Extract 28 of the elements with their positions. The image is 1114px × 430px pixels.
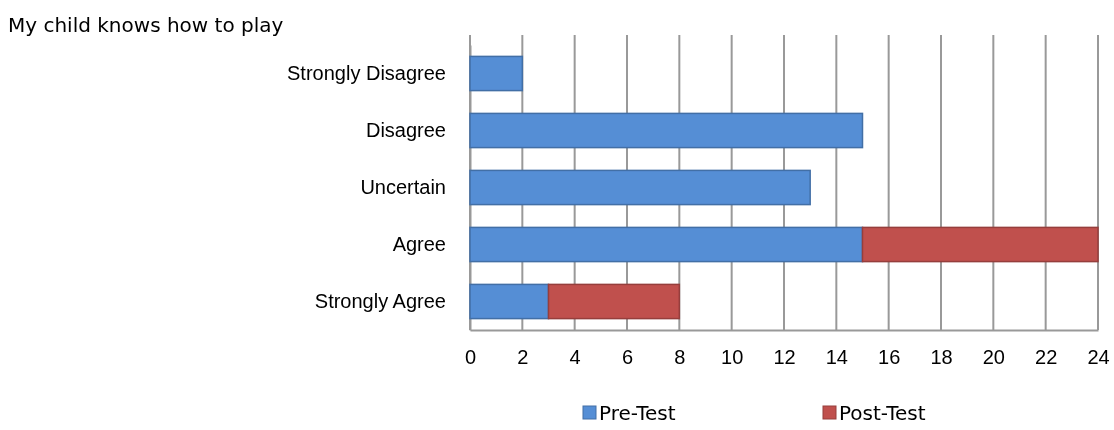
bar <box>469 226 864 263</box>
x-tick-label: 2 <box>517 346 529 369</box>
x-tick-label: 4 <box>569 346 581 369</box>
x-tick-label: 16 <box>878 346 901 369</box>
y-tick-label: Strongly Agree <box>314 289 446 312</box>
x-tick-label: 8 <box>674 346 686 369</box>
text: My child knows how to play <box>8 13 284 37</box>
x-tick-label: 10 <box>721 346 744 369</box>
x-tick-label: 0 <box>464 346 477 369</box>
x-tick-label: 22 <box>1035 346 1058 369</box>
x-tick-label: 20 <box>982 346 1005 369</box>
x-tick-label: 6 <box>621 346 634 369</box>
x-tick-label: 24 <box>1087 346 1110 369</box>
bar <box>469 55 524 92</box>
bar <box>861 226 1099 263</box>
bar <box>547 283 681 320</box>
x-tick-label: 18 <box>930 346 953 369</box>
x-tick-label: 14 <box>825 346 848 369</box>
x-tick-label: 12 <box>773 346 796 369</box>
y-tick-label: Strongly Disagree <box>287 61 446 84</box>
y-tick-label: Disagree <box>365 118 446 141</box>
bar <box>469 112 864 149</box>
y-tick-label: Agree <box>392 232 446 255</box>
bar <box>469 283 550 320</box>
y-tick-label: Uncertain <box>360 175 446 198</box>
bar <box>469 169 811 206</box>
legend-label: Post-Test <box>839 401 926 425</box>
legend-label: Pre-Test <box>599 401 676 425</box>
